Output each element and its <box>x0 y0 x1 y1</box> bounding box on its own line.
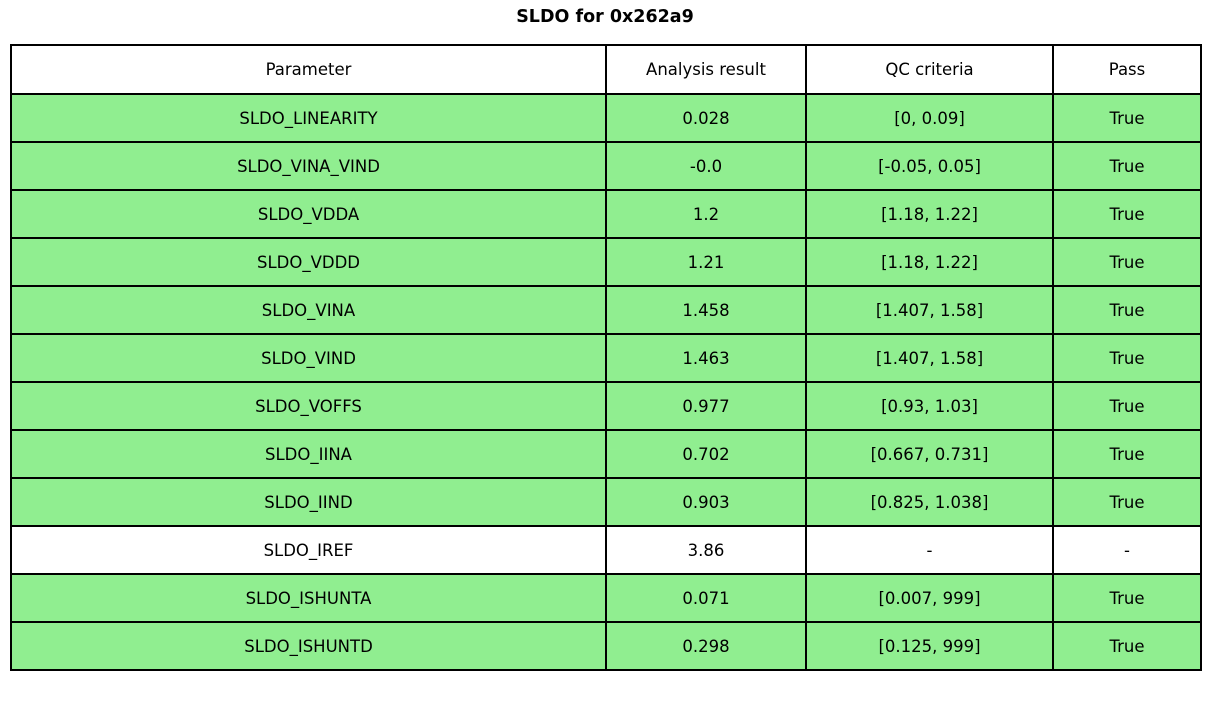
analysis-result-cell: 0.903 <box>605 477 807 527</box>
table-row: SLDO_VOFFS 0.977 [0.93, 1.03] True <box>10 381 1202 431</box>
table-row: SLDO_ISHUNTA 0.071 [0.007, 999] True <box>10 573 1202 623</box>
qc-criteria-cell: [-0.05, 0.05] <box>805 141 1054 191</box>
pass-cell: True <box>1052 141 1202 191</box>
parameter-cell: SLDO_ISHUNTA <box>10 573 607 623</box>
column-header-parameter: Parameter <box>10 44 607 95</box>
analysis-result-cell: 3.86 <box>605 525 807 575</box>
parameter-cell: SLDO_ISHUNTD <box>10 621 607 671</box>
analysis-result-cell: 0.298 <box>605 621 807 671</box>
qc-criteria-cell: [1.407, 1.58] <box>805 333 1054 383</box>
analysis-result-cell: 0.977 <box>605 381 807 431</box>
analysis-result-cell: 0.071 <box>605 573 807 623</box>
parameter-cell: SLDO_IINA <box>10 429 607 479</box>
parameter-cell: SLDO_VIND <box>10 333 607 383</box>
table-row: SLDO_IIND 0.903 [0.825, 1.038] True <box>10 477 1202 527</box>
table-row: SLDO_VIND 1.463 [1.407, 1.58] True <box>10 333 1202 383</box>
parameter-cell: SLDO_VINA_VIND <box>10 141 607 191</box>
column-header-analysis-result: Analysis result <box>605 44 807 95</box>
parameter-cell: SLDO_IREF <box>10 525 607 575</box>
pass-cell: True <box>1052 429 1202 479</box>
column-header-qc-criteria: QC criteria <box>805 44 1054 95</box>
qc-criteria-cell: - <box>805 525 1054 575</box>
analysis-result-cell: 1.2 <box>605 189 807 239</box>
parameter-cell: SLDO_VOFFS <box>10 381 607 431</box>
table-row: SLDO_IINA 0.702 [0.667, 0.731] True <box>10 429 1202 479</box>
qc-results-table: Parameter Analysis result QC criteria Pa… <box>10 44 1202 671</box>
column-header-pass: Pass <box>1052 44 1202 95</box>
parameter-cell: SLDO_VINA <box>10 285 607 335</box>
qc-criteria-cell: [0.825, 1.038] <box>805 477 1054 527</box>
qc-criteria-cell: [0, 0.09] <box>805 93 1054 143</box>
qc-criteria-cell: [1.18, 1.22] <box>805 189 1054 239</box>
parameter-cell: SLDO_VDDD <box>10 237 607 287</box>
qc-criteria-cell: [0.125, 999] <box>805 621 1054 671</box>
table-row: SLDO_LINEARITY 0.028 [0, 0.09] True <box>10 93 1202 143</box>
table-header-row: Parameter Analysis result QC criteria Pa… <box>10 44 1202 95</box>
parameter-cell: SLDO_LINEARITY <box>10 93 607 143</box>
pass-cell: True <box>1052 573 1202 623</box>
pass-cell: True <box>1052 237 1202 287</box>
qc-criteria-cell: [0.93, 1.03] <box>805 381 1054 431</box>
pass-cell: True <box>1052 381 1202 431</box>
pass-cell: True <box>1052 93 1202 143</box>
table-body: SLDO_LINEARITY 0.028 [0, 0.09] True SLDO_VIN… <box>10 93 1202 671</box>
parameter-cell: SLDO_VDDA <box>10 189 607 239</box>
pass-cell: True <box>1052 477 1202 527</box>
table-row: SLDO_VINA_VIND -0.0 [-0.05, 0.05] True <box>10 141 1202 191</box>
table-row: SLDO_VDDD 1.21 [1.18, 1.22] True <box>10 237 1202 287</box>
parameter-cell: SLDO_IIND <box>10 477 607 527</box>
pass-cell: True <box>1052 333 1202 383</box>
analysis-result-cell: 1.458 <box>605 285 807 335</box>
analysis-result-cell: 1.21 <box>605 237 807 287</box>
pass-cell: True <box>1052 189 1202 239</box>
table-row: SLDO_ISHUNTD 0.298 [0.125, 999] True <box>10 621 1202 671</box>
analysis-result-cell: 0.702 <box>605 429 807 479</box>
analysis-result-cell: 1.463 <box>605 333 807 383</box>
qc-criteria-cell: [1.18, 1.22] <box>805 237 1054 287</box>
pass-cell: True <box>1052 621 1202 671</box>
table-row: SLDO_VDDA 1.2 [1.18, 1.22] True <box>10 189 1202 239</box>
pass-cell: - <box>1052 525 1202 575</box>
analysis-result-cell: -0.0 <box>605 141 807 191</box>
page-title: SLDO for 0x262a9 <box>516 7 694 27</box>
qc-criteria-cell: [1.407, 1.58] <box>805 285 1054 335</box>
qc-criteria-cell: [0.007, 999] <box>805 573 1054 623</box>
analysis-result-cell: 0.028 <box>605 93 807 143</box>
pass-cell: True <box>1052 285 1202 335</box>
qc-criteria-cell: [0.667, 0.731] <box>805 429 1054 479</box>
table-row: SLDO_IREF 3.86- - <box>10 525 1202 575</box>
table-row: SLDO_VINA 1.458 [1.407, 1.58] True <box>10 285 1202 335</box>
